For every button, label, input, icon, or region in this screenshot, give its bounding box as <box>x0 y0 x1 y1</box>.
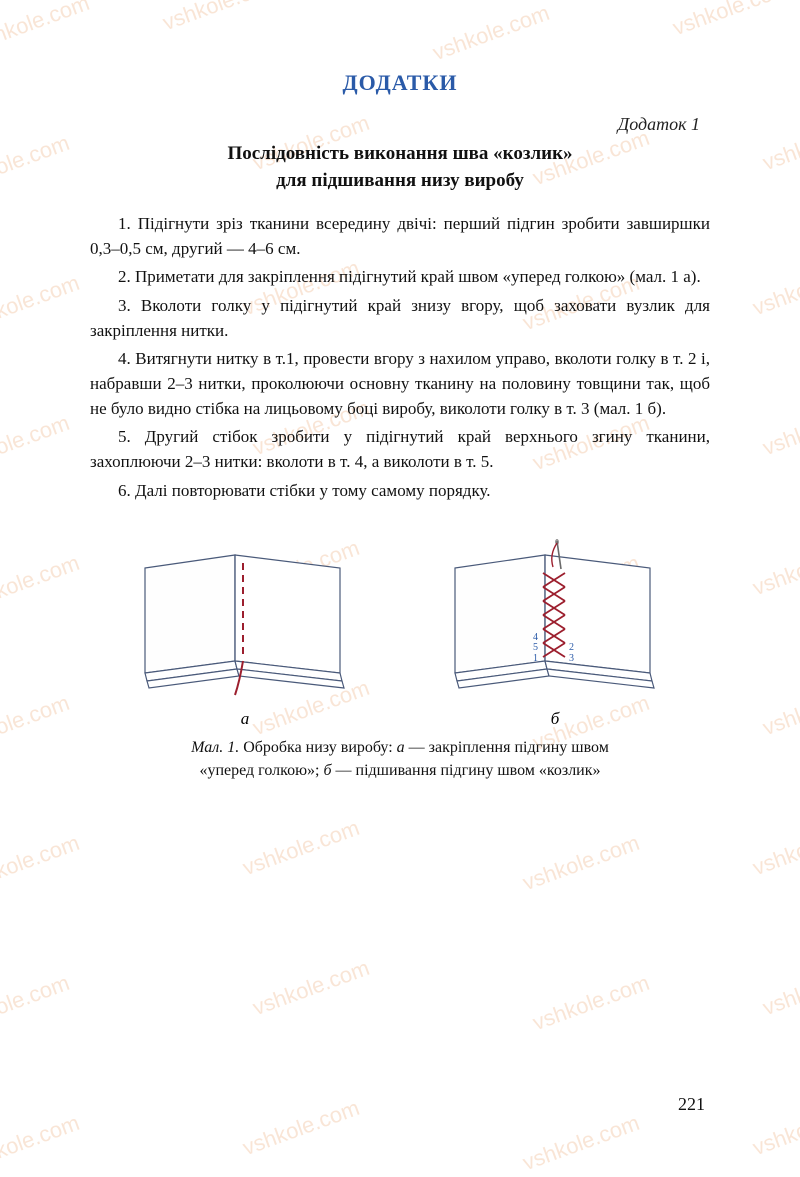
figure-row: а 12345 б <box>90 533 710 729</box>
svg-text:3: 3 <box>569 653 574 664</box>
diagram-a-svg <box>125 533 365 703</box>
paragraph-5: 5. Другий стібок зробити у підігнутий кр… <box>90 425 710 474</box>
main-heading: ДОДАТКИ <box>90 70 710 96</box>
figure-b: 12345 б <box>435 533 675 729</box>
page-number: 221 <box>678 1094 705 1115</box>
watermark-text: vshkole.com <box>519 1110 643 1176</box>
watermark-text: vshkole.com <box>239 1095 363 1161</box>
caption-a: а <box>397 739 405 756</box>
figure-label-b: б <box>435 709 675 729</box>
watermark-text: vshkole.com <box>0 830 83 896</box>
paragraph-4: 4. Витягнути нитку в т.1, провести вгору… <box>90 347 710 421</box>
svg-text:2: 2 <box>569 642 574 653</box>
watermark-text: vshkole.com <box>0 970 73 1036</box>
caption-line2a: «уперед голкою»; <box>199 762 323 779</box>
diagram-b-svg: 12345 <box>435 533 675 703</box>
paragraph-1: 1. Підігнути зріз тканини всередину двіч… <box>90 212 710 261</box>
watermark-text: vshkole.com <box>529 970 653 1036</box>
figure-label-a: а <box>125 709 365 729</box>
body-text: 1. Підігнути зріз тканини всередину двіч… <box>90 212 710 503</box>
watermark-text: vshkole.com <box>249 955 373 1021</box>
section-title: Послідовність виконання шва «козлик» для… <box>90 141 710 194</box>
watermark-text: vshkole.com <box>759 955 800 1021</box>
paragraph-6: 6. Далі повторювати стібки у тому самому… <box>90 479 710 504</box>
paragraph-2: 2. Приметати для закріплення підігнутий … <box>90 265 710 290</box>
section-title-line2: для підшивання низу виробу <box>276 170 524 191</box>
svg-text:5: 5 <box>533 642 538 653</box>
watermark-text: vshkole.com <box>0 1110 83 1176</box>
paragraph-3: 3. Вколоти голку у підігнутий край знизу… <box>90 294 710 343</box>
watermark-text: vshkole.com <box>519 830 643 896</box>
page-content: ДОДАТКИ Додаток 1 Послідовність виконанн… <box>0 0 800 832</box>
section-title-line1: Послідовність виконання шва «козлик» <box>227 143 572 164</box>
figure-a: а <box>125 533 365 729</box>
appendix-label: Додаток 1 <box>90 114 710 135</box>
watermark-text: vshkole.com <box>749 1095 800 1161</box>
caption-b-text: — підшивання підгину швом «козлик» <box>336 762 601 779</box>
caption-rest: Обробка низу виробу: <box>243 739 396 756</box>
caption-b: б <box>323 762 331 779</box>
figure-caption: Мал. 1. Обробка низу виробу: а — закріпл… <box>90 737 710 782</box>
svg-text:1: 1 <box>533 653 538 664</box>
caption-a-text: — закріплення підгину швом <box>409 739 609 756</box>
caption-prefix: Мал. 1. <box>191 739 239 756</box>
